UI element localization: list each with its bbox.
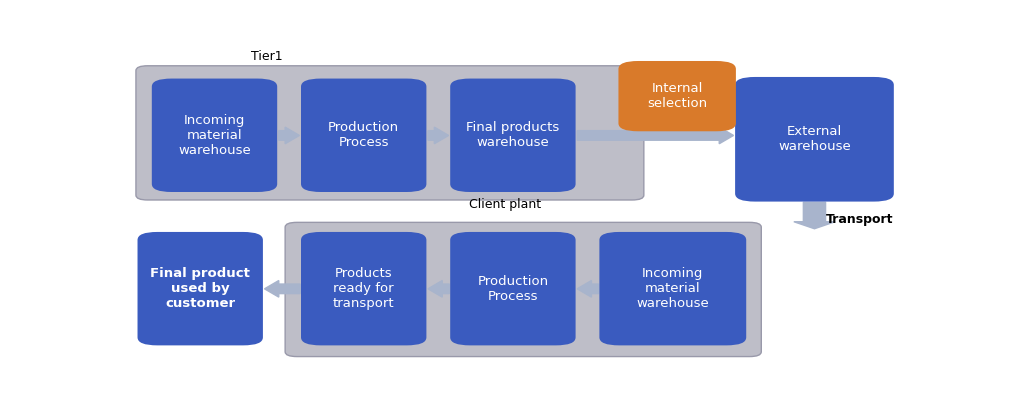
FancyBboxPatch shape <box>451 78 575 192</box>
Polygon shape <box>428 127 449 144</box>
Text: Incoming
material
warehouse: Incoming material warehouse <box>178 114 251 157</box>
Polygon shape <box>578 127 733 144</box>
Text: Final products
warehouse: Final products warehouse <box>466 121 559 149</box>
Polygon shape <box>279 127 299 144</box>
FancyBboxPatch shape <box>618 61 736 131</box>
Text: Internal
selection: Internal selection <box>647 82 708 110</box>
Text: Products
ready for
transport: Products ready for transport <box>333 267 394 310</box>
FancyBboxPatch shape <box>285 222 761 356</box>
Text: Client plant: Client plant <box>469 198 542 211</box>
FancyBboxPatch shape <box>136 66 644 200</box>
FancyBboxPatch shape <box>451 232 575 345</box>
FancyBboxPatch shape <box>137 232 263 345</box>
FancyBboxPatch shape <box>301 232 426 345</box>
Polygon shape <box>578 281 599 297</box>
Text: Transport: Transport <box>826 213 894 226</box>
Polygon shape <box>428 281 450 297</box>
FancyBboxPatch shape <box>152 78 278 192</box>
Polygon shape <box>794 202 836 229</box>
FancyBboxPatch shape <box>735 77 894 202</box>
FancyBboxPatch shape <box>599 232 746 345</box>
Text: Incoming
material
warehouse: Incoming material warehouse <box>637 267 710 310</box>
Text: Tier1: Tier1 <box>251 49 283 63</box>
Text: Production
Process: Production Process <box>477 275 549 303</box>
Text: Final product
used by
customer: Final product used by customer <box>151 267 250 310</box>
Polygon shape <box>264 281 300 297</box>
Text: Production
Process: Production Process <box>328 121 399 149</box>
FancyBboxPatch shape <box>301 78 426 192</box>
Text: External
warehouse: External warehouse <box>778 125 851 153</box>
